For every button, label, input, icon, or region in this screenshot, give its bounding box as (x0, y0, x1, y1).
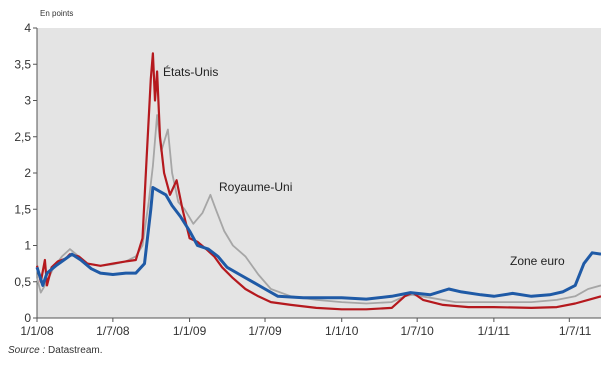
y-axis-unit-label: En points (40, 9, 73, 18)
y-axis-ticks: 0 0,5 1 1,5 2 2,5 3 3,5 4 (14, 21, 37, 325)
x-axis-ticks: 1/1/08 1/7/08 1/1/09 1/7/09 1/1/10 1/7/10 1/1/… (20, 318, 592, 338)
x-tick-label: 1/7/11 (559, 324, 592, 338)
source-name: Datastream. (48, 345, 103, 356)
annotation-royaume-uni: Royaume-Uni (219, 180, 292, 194)
series-layer (35, 52, 601, 311)
x-tick-label: 1/1/08 (20, 324, 54, 338)
x-tick-label: 1/7/08 (96, 324, 130, 338)
annotation-zone-euro: Zone euro (510, 254, 565, 268)
annotation-etats-unis: États-Unis (163, 64, 218, 79)
x-tick-label: 1/1/11 (478, 324, 511, 338)
x-tick-label: 1/7/09 (248, 324, 282, 338)
y-tick-label: 1 (24, 239, 31, 253)
source-note: Source : Datastream. (8, 345, 103, 356)
series-line-zone-euro (35, 186, 601, 301)
plot-area-background (37, 28, 601, 318)
x-tick-label: 1/7/10 (400, 324, 434, 338)
y-tick-label: 1,5 (14, 202, 31, 216)
y-tick-label: 2,5 (14, 130, 31, 144)
x-tick-label: 1/1/10 (325, 324, 359, 338)
y-tick-label: 3,5 (14, 57, 31, 71)
y-tick-label: 3 (24, 94, 31, 108)
y-tick-label: 0 (24, 311, 31, 325)
source-prefix: Source : (8, 345, 49, 356)
y-tick-label: 0,5 (14, 275, 31, 289)
x-tick-label: 1/1/09 (173, 324, 207, 338)
y-tick-label: 2 (24, 166, 31, 180)
y-tick-label: 4 (24, 21, 31, 35)
